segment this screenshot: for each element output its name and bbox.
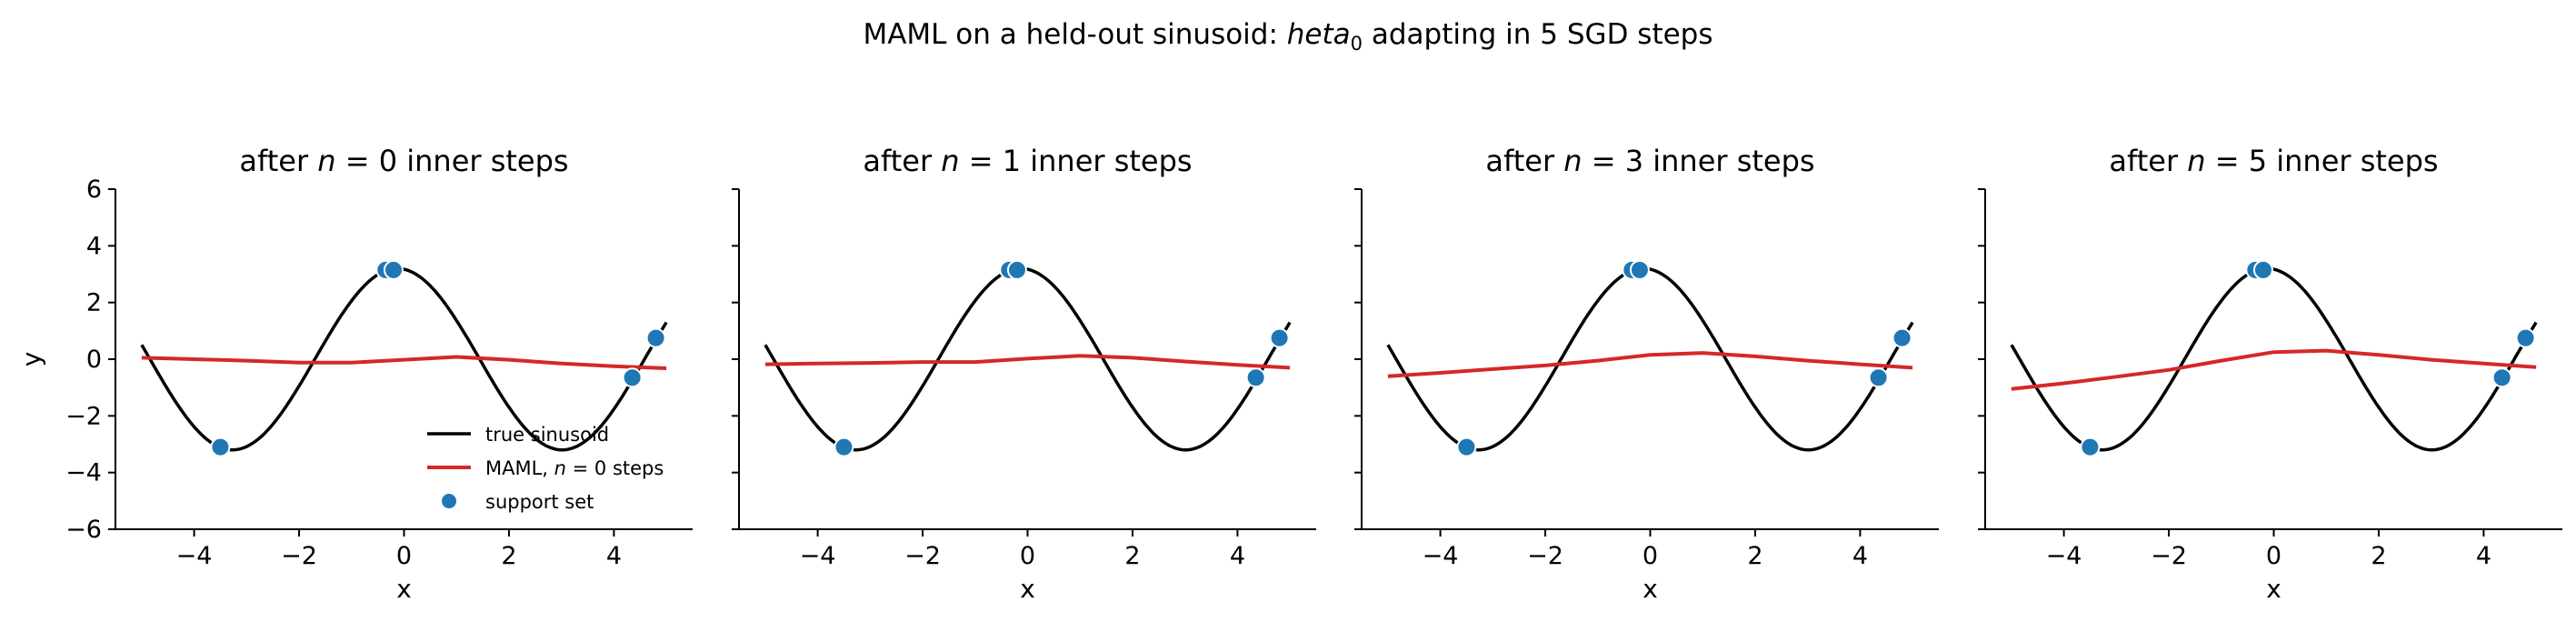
title-prefix: after bbox=[863, 144, 941, 178]
x-tick-label: −2 bbox=[1527, 542, 1563, 570]
subplot-1: −4 −2 0 2 4 −6 −4 −2 0 2 4 6 x y after n = 0 inner ste… bbox=[16, 144, 693, 604]
title-suffix: inner steps bbox=[1021, 144, 1193, 178]
figure-suptitle: MAML on a held-out sinusoid: heta0 adapt… bbox=[863, 18, 1712, 55]
support-point bbox=[210, 436, 231, 457]
x-tick-label: 0 bbox=[1642, 542, 1658, 570]
support-point bbox=[645, 327, 666, 348]
support-point bbox=[1006, 259, 1027, 280]
title-value: = 3 bbox=[1583, 144, 1644, 178]
support-point bbox=[1456, 436, 1477, 457]
x-tick-label: −4 bbox=[176, 542, 213, 570]
suptitle-subscript: 0 bbox=[1351, 33, 1363, 55]
subplot-title: after n = 3 inner steps bbox=[1485, 144, 1814, 178]
x-tick-label: 2 bbox=[1124, 542, 1140, 570]
title-prefix: after bbox=[1485, 144, 1563, 178]
y-axis-label: y bbox=[16, 352, 46, 367]
support-point bbox=[1629, 259, 1650, 280]
x-tick-label: 4 bbox=[606, 542, 622, 570]
title-math: n bbox=[1563, 144, 1582, 178]
support-point bbox=[2515, 327, 2536, 348]
x-tick-label: 2 bbox=[501, 542, 516, 570]
support-point bbox=[622, 367, 643, 388]
title-suffix: inner steps bbox=[397, 144, 569, 178]
subplot-title: after n = 5 inner steps bbox=[2109, 144, 2438, 178]
title-suffix: inner steps bbox=[1643, 144, 1815, 178]
maml-prediction-line bbox=[141, 355, 667, 370]
support-point bbox=[2252, 259, 2273, 280]
x-tick-label: 0 bbox=[1020, 542, 1035, 570]
title-prefix: after bbox=[239, 144, 317, 178]
x-tick-label: −4 bbox=[2046, 542, 2082, 570]
legend-true-label: true sinusoid bbox=[485, 424, 609, 446]
x-tick-label: 4 bbox=[1230, 542, 1245, 570]
support-point bbox=[2080, 436, 2101, 457]
x-tick-label: 2 bbox=[2371, 542, 2386, 570]
x-tick-label: 2 bbox=[1747, 542, 1762, 570]
subplot-title: after n = 1 inner steps bbox=[863, 144, 1192, 178]
support-point bbox=[834, 436, 854, 457]
x-tick-label: 0 bbox=[396, 542, 412, 570]
legend-maml-suffix: = 0 steps bbox=[566, 457, 664, 479]
x-tick-label: 4 bbox=[2476, 542, 2491, 570]
title-prefix: after bbox=[2109, 144, 2187, 178]
legend-maml-prefix: MAML, bbox=[485, 457, 554, 479]
suptitle-math: heta bbox=[1287, 18, 1351, 51]
x-tick-label: 0 bbox=[2266, 542, 2281, 570]
support-point bbox=[1269, 327, 1290, 348]
title-math: n bbox=[941, 144, 959, 178]
title-value: = 1 bbox=[960, 144, 1022, 178]
support-point bbox=[1868, 367, 1889, 388]
x-tick-label: 4 bbox=[1852, 542, 1868, 570]
x-tick-label: −4 bbox=[800, 542, 836, 570]
maml-prediction-line bbox=[764, 354, 1291, 370]
legend: true sinusoid MAML, n = 0 steps support se… bbox=[427, 424, 664, 513]
x-axis-label: x bbox=[1020, 574, 1035, 604]
y-tick-label: −6 bbox=[65, 516, 102, 544]
support-point bbox=[1892, 327, 1912, 348]
x-tick-label: −2 bbox=[281, 542, 317, 570]
x-tick-label: −2 bbox=[904, 542, 941, 570]
support-point bbox=[383, 259, 404, 280]
y-tick-label: 0 bbox=[86, 346, 102, 374]
suptitle-prefix: MAML on a held-out sinusoid: bbox=[863, 18, 1286, 51]
title-math: n bbox=[2187, 144, 2205, 178]
maml-prediction-line bbox=[2011, 348, 2537, 391]
subplot-3: −4 −2 0 2 4 x after n = 3 inner steps bbox=[1354, 144, 1939, 604]
title-value: = 5 bbox=[2206, 144, 2268, 178]
y-tick-label: 6 bbox=[86, 176, 102, 204]
suptitle-suffix: adapting in 5 SGD steps bbox=[1363, 18, 1712, 51]
subplot-2: −4 −2 0 2 4 x after n = 1 inner steps bbox=[732, 144, 1316, 604]
true-sinusoid-line bbox=[2010, 266, 2538, 452]
y-tick-label: 2 bbox=[86, 289, 102, 317]
subplot-4: −4 −2 0 2 4 x after n = 5 inner steps bbox=[1978, 144, 2562, 604]
x-axis-label: x bbox=[2266, 574, 2281, 604]
legend-support-label: support set bbox=[485, 491, 594, 513]
y-tick-label: −2 bbox=[65, 402, 102, 430]
maml-prediction-line bbox=[1387, 351, 1913, 378]
legend-maml-label: MAML, n = 0 steps bbox=[485, 457, 664, 479]
x-tick-label: −4 bbox=[1423, 542, 1459, 570]
x-axis-label: x bbox=[396, 574, 412, 604]
x-tick-label: −2 bbox=[2151, 542, 2187, 570]
title-math: n bbox=[317, 144, 335, 178]
subplot-title: after n = 0 inner steps bbox=[239, 144, 568, 178]
true-sinusoid-line bbox=[1386, 266, 1914, 452]
support-point bbox=[1245, 367, 1266, 388]
title-value: = 0 bbox=[336, 144, 398, 178]
y-tick-label: 4 bbox=[86, 232, 102, 260]
x-axis-label: x bbox=[1642, 574, 1658, 604]
legend-maml-math: n bbox=[554, 457, 566, 479]
title-suffix: inner steps bbox=[2267, 144, 2439, 178]
y-tick-label: −4 bbox=[65, 459, 102, 487]
support-point bbox=[2491, 367, 2512, 388]
legend-support-swatch bbox=[440, 492, 458, 510]
